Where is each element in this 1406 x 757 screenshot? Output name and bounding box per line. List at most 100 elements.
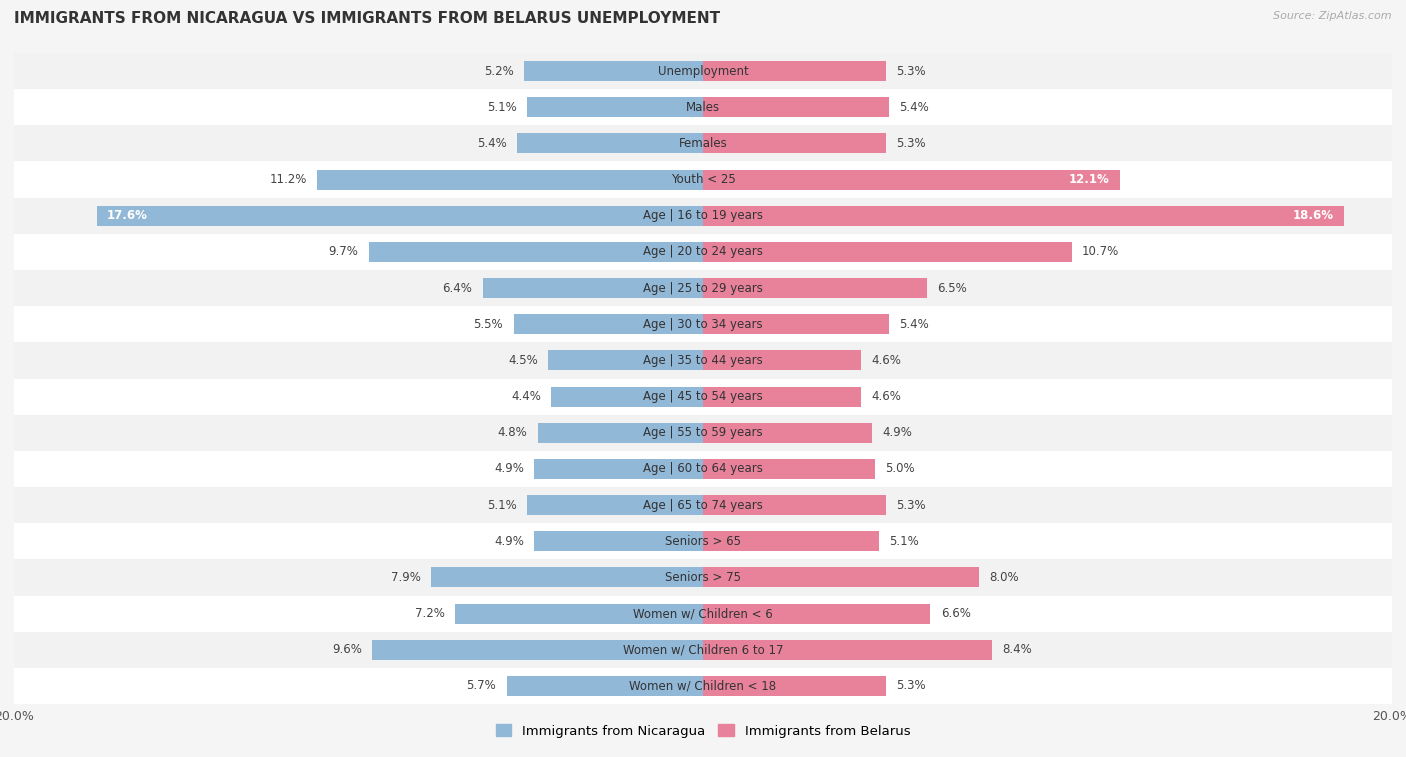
Bar	[14, 487, 1392, 523]
Text: 11.2%: 11.2%	[270, 173, 307, 186]
Bar	[14, 559, 1392, 596]
Text: Females: Females	[679, 137, 727, 150]
Text: Women w/ Children 6 to 17: Women w/ Children 6 to 17	[623, 643, 783, 656]
Bar	[14, 415, 1392, 451]
Bar	[14, 342, 1392, 378]
Bar	[517, 133, 703, 154]
Bar	[456, 603, 703, 624]
Text: 5.0%: 5.0%	[886, 463, 915, 475]
Bar	[703, 387, 862, 407]
Bar	[373, 640, 703, 659]
Text: Age | 20 to 24 years: Age | 20 to 24 years	[643, 245, 763, 258]
Text: 6.5%: 6.5%	[938, 282, 967, 294]
Text: Unemployment: Unemployment	[658, 64, 748, 77]
Bar	[14, 161, 1392, 198]
Bar	[703, 640, 993, 659]
Text: Age | 25 to 29 years: Age | 25 to 29 years	[643, 282, 763, 294]
Bar	[14, 270, 1392, 306]
Text: 17.6%: 17.6%	[107, 209, 148, 223]
Text: Women w/ Children < 18: Women w/ Children < 18	[630, 680, 776, 693]
Bar	[703, 170, 1119, 189]
Text: 5.1%: 5.1%	[889, 534, 918, 548]
Text: Women w/ Children < 6: Women w/ Children < 6	[633, 607, 773, 620]
Bar	[318, 170, 703, 189]
Bar	[703, 603, 931, 624]
Text: 6.4%: 6.4%	[443, 282, 472, 294]
Bar	[14, 378, 1392, 415]
Text: Source: ZipAtlas.com: Source: ZipAtlas.com	[1274, 11, 1392, 21]
Bar	[703, 278, 927, 298]
Bar	[703, 531, 879, 551]
Text: 4.6%: 4.6%	[872, 354, 901, 367]
Text: 5.3%: 5.3%	[896, 64, 925, 77]
Text: 4.9%: 4.9%	[494, 534, 524, 548]
Bar	[14, 234, 1392, 270]
Text: Age | 45 to 54 years: Age | 45 to 54 years	[643, 390, 763, 403]
Bar	[14, 53, 1392, 89]
Text: 4.9%: 4.9%	[494, 463, 524, 475]
Text: Age | 55 to 59 years: Age | 55 to 59 years	[643, 426, 763, 439]
Text: IMMIGRANTS FROM NICARAGUA VS IMMIGRANTS FROM BELARUS UNEMPLOYMENT: IMMIGRANTS FROM NICARAGUA VS IMMIGRANTS …	[14, 11, 720, 26]
Text: 8.4%: 8.4%	[1002, 643, 1032, 656]
Bar	[703, 242, 1071, 262]
Bar	[14, 523, 1392, 559]
Text: 18.6%: 18.6%	[1292, 209, 1333, 223]
Bar	[14, 198, 1392, 234]
Bar	[14, 668, 1392, 704]
Text: 5.2%: 5.2%	[484, 64, 513, 77]
Text: 8.0%: 8.0%	[988, 571, 1018, 584]
Bar	[524, 61, 703, 81]
Text: 5.3%: 5.3%	[896, 680, 925, 693]
Bar	[703, 133, 886, 154]
Text: 12.1%: 12.1%	[1069, 173, 1109, 186]
Bar	[703, 61, 886, 81]
Bar	[703, 98, 889, 117]
Bar	[482, 278, 703, 298]
Bar	[703, 676, 886, 696]
Bar	[703, 568, 979, 587]
Bar	[14, 631, 1392, 668]
Text: Males: Males	[686, 101, 720, 114]
Text: 10.7%: 10.7%	[1083, 245, 1119, 258]
Bar	[534, 459, 703, 479]
Text: 4.6%: 4.6%	[872, 390, 901, 403]
Text: 5.4%: 5.4%	[477, 137, 506, 150]
Bar	[703, 206, 1344, 226]
Text: 7.2%: 7.2%	[415, 607, 444, 620]
Bar	[368, 242, 703, 262]
Text: Seniors > 75: Seniors > 75	[665, 571, 741, 584]
Text: Age | 60 to 64 years: Age | 60 to 64 years	[643, 463, 763, 475]
Bar	[551, 387, 703, 407]
Bar	[548, 350, 703, 370]
Bar	[534, 531, 703, 551]
Bar	[527, 98, 703, 117]
Text: 4.5%: 4.5%	[508, 354, 537, 367]
Bar	[703, 423, 872, 443]
Text: 9.6%: 9.6%	[332, 643, 361, 656]
Text: 5.3%: 5.3%	[896, 499, 925, 512]
Text: Age | 16 to 19 years: Age | 16 to 19 years	[643, 209, 763, 223]
Bar	[703, 495, 886, 515]
Bar	[513, 314, 703, 334]
Bar	[14, 89, 1392, 126]
Bar	[14, 126, 1392, 161]
Text: 5.4%: 5.4%	[900, 101, 929, 114]
Bar	[537, 423, 703, 443]
Text: 4.4%: 4.4%	[512, 390, 541, 403]
Text: Age | 35 to 44 years: Age | 35 to 44 years	[643, 354, 763, 367]
Bar	[430, 568, 703, 587]
Bar	[506, 676, 703, 696]
Bar	[14, 596, 1392, 631]
Bar	[14, 306, 1392, 342]
Text: 4.8%: 4.8%	[498, 426, 527, 439]
Bar	[703, 350, 862, 370]
Text: Youth < 25: Youth < 25	[671, 173, 735, 186]
Text: 5.7%: 5.7%	[467, 680, 496, 693]
Legend: Immigrants from Nicaragua, Immigrants from Belarus: Immigrants from Nicaragua, Immigrants fr…	[491, 719, 915, 743]
Text: 4.9%: 4.9%	[882, 426, 912, 439]
Text: 5.1%: 5.1%	[488, 499, 517, 512]
Text: Age | 65 to 74 years: Age | 65 to 74 years	[643, 499, 763, 512]
Text: 5.5%: 5.5%	[474, 318, 503, 331]
Text: 7.9%: 7.9%	[391, 571, 420, 584]
Text: Seniors > 65: Seniors > 65	[665, 534, 741, 548]
